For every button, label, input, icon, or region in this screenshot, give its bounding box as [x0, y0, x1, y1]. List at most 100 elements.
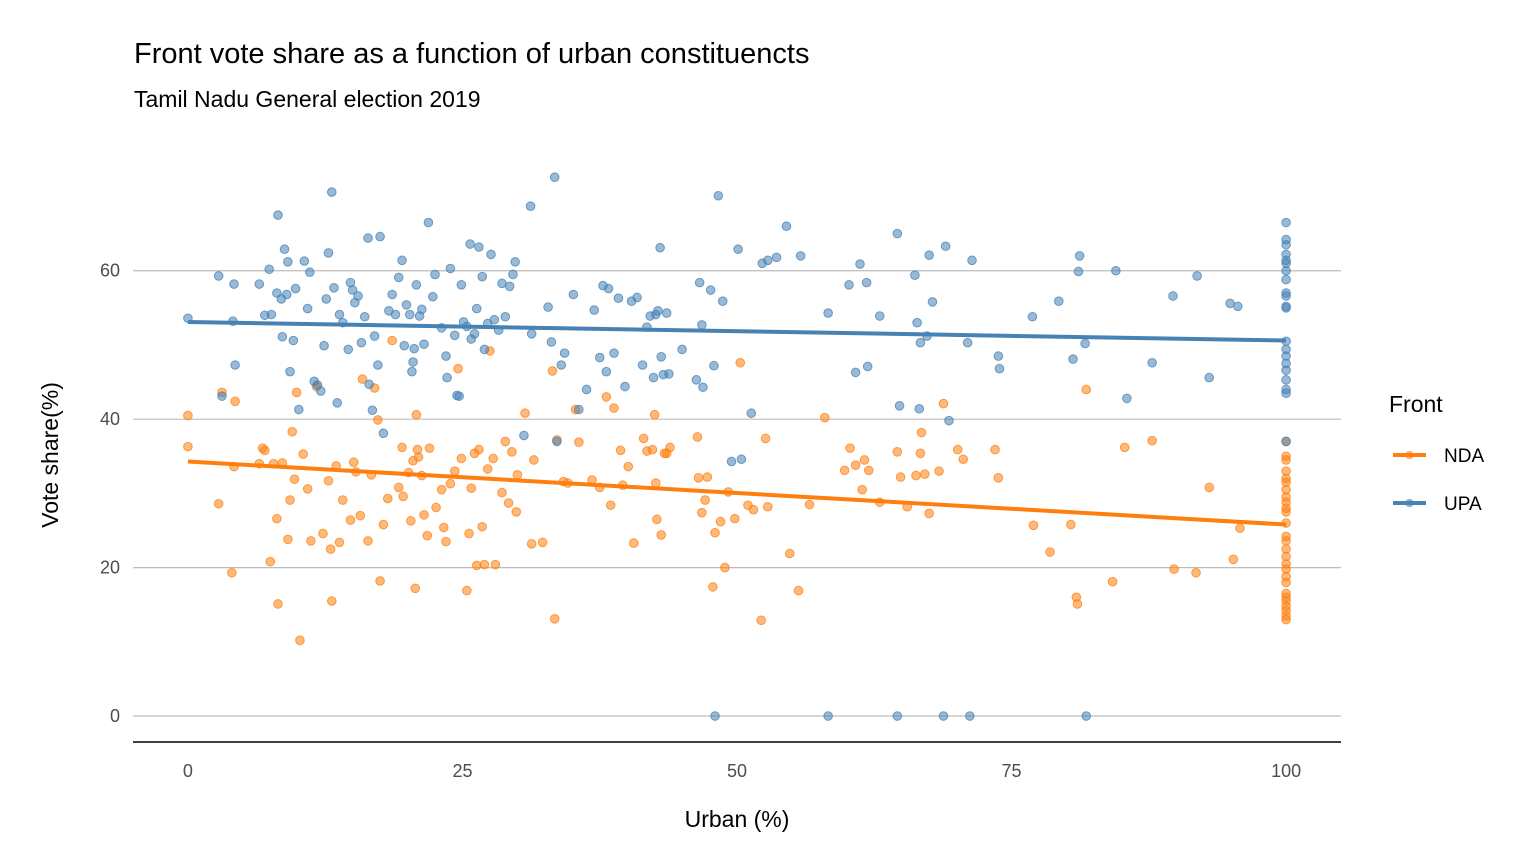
point-upa	[404, 309, 415, 320]
point-upa	[993, 351, 1004, 361]
point-nda	[387, 335, 397, 346]
point-upa	[229, 279, 239, 289]
point-nda	[605, 500, 616, 511]
series-nda	[183, 335, 1291, 646]
point-upa	[938, 711, 949, 721]
point-upa	[1281, 217, 1291, 228]
point-nda	[993, 472, 1004, 483]
point-nda	[692, 432, 703, 442]
point-upa	[283, 257, 293, 267]
point-upa	[401, 300, 412, 310]
legend-item-upa: UPA	[1393, 494, 1482, 515]
point-nda	[938, 398, 949, 409]
point-nda	[1028, 520, 1039, 531]
point-nda	[628, 538, 639, 548]
y-tick-label: 40	[100, 409, 120, 429]
point-nda	[419, 510, 429, 520]
point-upa	[581, 384, 592, 395]
point-upa	[661, 308, 672, 318]
point-upa	[1281, 375, 1291, 385]
point-upa	[656, 352, 667, 362]
y-tick-label: 60	[100, 261, 120, 281]
point-nda	[213, 498, 224, 509]
point-nda	[784, 548, 795, 559]
point-upa	[613, 293, 624, 304]
point-nda	[1147, 435, 1157, 446]
point-upa	[423, 217, 434, 228]
point-upa	[419, 339, 429, 350]
point-nda	[915, 448, 926, 459]
point-nda	[287, 426, 298, 437]
point-nda	[273, 599, 283, 609]
point-upa	[1192, 271, 1202, 281]
point-upa	[230, 360, 240, 370]
point-upa	[454, 391, 464, 401]
point-upa	[546, 337, 557, 347]
point-nda	[1072, 599, 1083, 609]
point-upa	[343, 344, 354, 355]
point-nda	[919, 469, 930, 479]
point-upa	[962, 337, 973, 348]
point-upa	[914, 403, 925, 414]
point-upa	[601, 366, 612, 377]
point-upa	[1122, 393, 1132, 404]
point-upa	[323, 248, 334, 258]
point-nda	[1228, 554, 1239, 565]
point-upa	[1281, 365, 1291, 375]
point-upa	[1027, 311, 1038, 322]
point-nda	[497, 487, 507, 498]
point-upa	[315, 386, 326, 396]
point-upa	[861, 277, 872, 288]
point-upa	[733, 244, 743, 255]
point-upa	[409, 343, 419, 354]
point-nda	[500, 436, 511, 447]
point-upa	[347, 285, 358, 295]
point-upa	[397, 255, 407, 266]
point-upa	[609, 348, 619, 358]
point-nda	[375, 576, 385, 586]
point-nda	[720, 562, 730, 573]
point-nda	[422, 530, 433, 541]
point-nda	[285, 495, 295, 505]
point-upa	[944, 415, 954, 426]
point-nda	[892, 447, 903, 457]
point-upa	[299, 256, 310, 266]
point-upa	[510, 257, 520, 267]
point-upa	[321, 294, 332, 304]
legend-item-nda: NDA	[1393, 446, 1484, 467]
point-upa	[430, 269, 440, 280]
point-nda	[449, 466, 460, 476]
point-upa	[709, 360, 719, 371]
point-upa	[445, 263, 456, 274]
point-upa	[353, 291, 363, 301]
legend-items: NDA UPA	[1393, 446, 1484, 515]
point-nda	[488, 453, 499, 464]
point-upa	[479, 344, 490, 355]
point-nda	[289, 474, 300, 485]
point-nda	[227, 567, 237, 578]
point-upa	[281, 289, 292, 300]
point-nda	[323, 475, 334, 486]
point-upa	[469, 329, 480, 339]
point-upa	[279, 244, 290, 255]
point-upa	[940, 241, 951, 252]
point-upa	[399, 340, 410, 351]
point-nda	[445, 478, 456, 489]
point-nda	[283, 534, 293, 545]
point-nda	[748, 504, 759, 515]
point-upa	[500, 311, 511, 322]
point-nda	[623, 461, 634, 472]
point-upa	[290, 283, 301, 294]
point-upa	[254, 279, 265, 289]
point-nda	[337, 495, 348, 505]
point-nda	[474, 444, 484, 455]
point-nda	[911, 470, 921, 481]
point-upa	[408, 357, 418, 367]
point-nda	[857, 484, 867, 495]
point-upa	[912, 317, 922, 328]
point-upa	[526, 329, 537, 339]
point-upa	[288, 335, 299, 346]
point-upa	[477, 271, 488, 282]
point-nda	[302, 484, 313, 494]
